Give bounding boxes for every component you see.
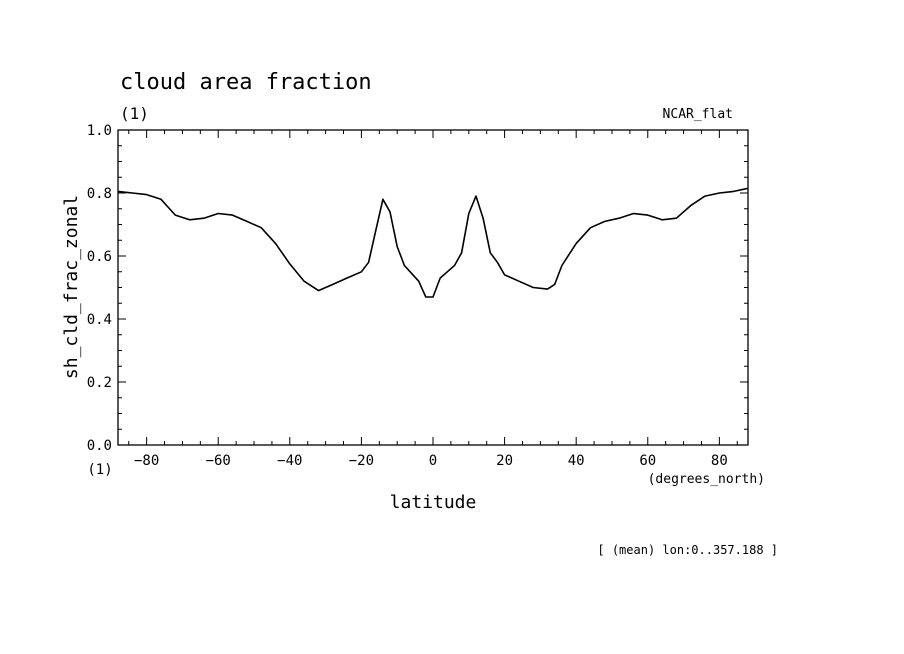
- footnote: [ (mean) lon:0..357.188 ]: [597, 543, 778, 557]
- y-tick-label: 0.0: [87, 438, 112, 454]
- y-tick-label: 1.0: [87, 123, 112, 139]
- x-tick-label: 60: [639, 453, 656, 469]
- y-tick-label: 0.2: [87, 375, 112, 391]
- y-axis-units: (1): [87, 462, 112, 478]
- plot-frame: [117, 129, 749, 446]
- chart-title: cloud area fraction: [120, 70, 372, 95]
- series-line: [117, 187, 749, 298]
- y-tick-label: 0.8: [87, 186, 112, 202]
- x-tick-label: −80: [134, 453, 159, 469]
- x-axis-units: (degrees_north): [648, 472, 765, 487]
- y-tick-label: 0.6: [87, 249, 112, 265]
- y-axis-title: sh_cld_frac_zonal: [61, 195, 82, 379]
- x-tick-label: −20: [349, 453, 374, 469]
- x-tick-label: 40: [568, 453, 585, 469]
- y-tick-label: 0.4: [87, 312, 112, 328]
- series-layer: [117, 187, 749, 298]
- x-tick-label: 80: [711, 453, 728, 469]
- x-tick-label: −40: [277, 453, 302, 469]
- title-units: (1): [120, 104, 149, 123]
- x-tick-label: 20: [496, 453, 513, 469]
- y-axis-ticks: 0.0 0.2 0.4 0.6 0.8 1.0: [87, 123, 748, 454]
- x-axis-ticks: −80 −60 −40 −20 0 20 40 60 80: [128, 130, 738, 469]
- x-tick-label: −60: [206, 453, 231, 469]
- x-axis-title: latitude: [390, 492, 477, 513]
- x-tick-label: 0: [429, 453, 437, 469]
- corner-label: NCAR_flat: [663, 107, 733, 122]
